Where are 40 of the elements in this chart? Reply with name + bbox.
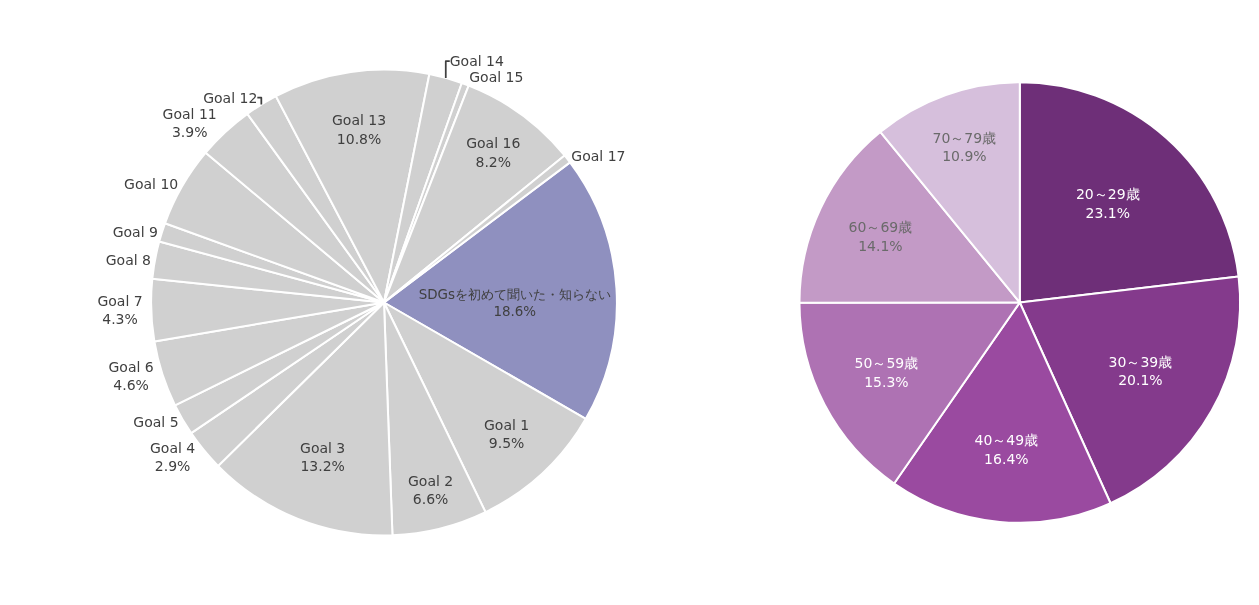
data-label: 9.5% — [488, 435, 525, 452]
slice-label: Goal 11 — [162, 105, 217, 122]
slice-label: SDGsを初めて聞いた・知らない — [418, 286, 611, 302]
slice-label: Goal 17 — [571, 147, 626, 164]
data-label: 2.9% — [154, 458, 191, 475]
data-label: 3.9% — [171, 123, 208, 140]
data-label: 8.2% — [475, 153, 512, 170]
data-label: 16.4% — [984, 450, 1029, 467]
data-label: 10.8% — [336, 130, 382, 147]
data-label: 20.1% — [1118, 371, 1163, 388]
slice-label: Goal 2 — [407, 472, 454, 489]
slice-label: Goal 6 — [108, 358, 154, 375]
data-label: 13.2% — [300, 457, 345, 474]
data-label: 4.6% — [113, 376, 149, 393]
slice-label: Goal 10 — [124, 176, 179, 193]
data-label: 18.6% — [493, 304, 537, 320]
data-label: 10.9% — [942, 148, 987, 165]
data-label: 23.1% — [1085, 204, 1130, 221]
slice-label: Goal 7 — [97, 293, 143, 310]
slice-label: Goal 3 — [300, 439, 346, 456]
slice-label: Goal 1 — [483, 417, 530, 434]
slice-label: 70～79歳 — [932, 130, 997, 147]
slice-label: Goal 13 — [331, 112, 387, 129]
data-label: 4.3% — [102, 311, 138, 328]
slice-label: Goal 15 — [469, 69, 524, 86]
slice-label: 40～49歳 — [974, 432, 1039, 449]
slice-label: 50～59歳 — [854, 355, 919, 372]
slice-label: 20～29歳 — [1075, 186, 1140, 203]
slice-label: Goal 5 — [133, 413, 179, 430]
slice-label: Goal 9 — [112, 223, 158, 240]
slice-label: Goal 8 — [105, 251, 151, 268]
data-label: 6.6% — [412, 491, 449, 508]
slice-label: 30～39歳 — [1108, 353, 1173, 370]
slice-label: Goal 12 — [203, 89, 258, 106]
slice-label: Goal 4 — [149, 439, 196, 456]
data-label: 15.3% — [864, 373, 909, 390]
slice-label: Goal 14 — [449, 53, 505, 70]
data-label: 14.1% — [858, 237, 903, 254]
slice-label: Goal 16 — [466, 135, 521, 152]
slice-label: 60～69歳 — [848, 219, 913, 236]
